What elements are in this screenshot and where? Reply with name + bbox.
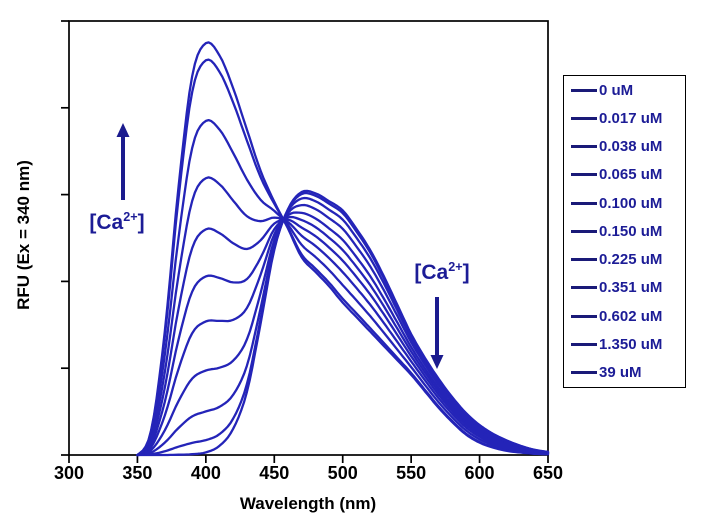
legend-item-label: 0.351 uM (599, 279, 663, 297)
legend-line-swatch (571, 88, 597, 92)
x-axis-title: Wavelength (nm) (239, 494, 377, 513)
legend-line-swatch (571, 145, 597, 149)
series-line (136, 215, 550, 457)
legend-line-swatch (571, 116, 597, 120)
x-tick-label: 450 (259, 463, 290, 483)
annotation-text: ] (137, 211, 145, 234)
series-line (136, 41, 550, 457)
legend-item: 0.602 uM (571, 307, 685, 325)
legend-line-swatch (571, 229, 597, 233)
up-arrow-icon (116, 123, 130, 200)
legend: 0 uM 0.017 uM 0.038 uM 0.065 uM 0.100 uM 0.15… (563, 75, 686, 388)
legend-item-label: 0.038 uM (599, 138, 663, 156)
legend-line-swatch (571, 314, 597, 318)
legend-item: 39 uM (571, 364, 685, 382)
series-line (136, 176, 550, 457)
x-tick-label: 500 (327, 463, 358, 483)
legend-item: 1.350 uM (571, 336, 685, 354)
legend-item: 0.017 uM (571, 109, 685, 127)
x-tick-label: 400 (190, 463, 221, 483)
annotation-superscript: 2+ (448, 260, 463, 274)
legend-item: 0.100 uM (571, 194, 685, 212)
annotation-text: [Ca (89, 211, 124, 234)
series-line (136, 58, 550, 457)
legend-line-swatch (571, 173, 597, 177)
x-tick-label: 650 (532, 463, 564, 483)
legend-item: 0.351 uM (571, 279, 685, 297)
legend-item-label: 0.017 uM (599, 109, 663, 127)
series-line (136, 203, 550, 457)
legend-item-label: 0.225 uM (599, 251, 663, 269)
legend-item-label: 0.065 uM (599, 166, 663, 184)
x-tick-label: 550 (396, 463, 427, 483)
x-tick-label: 600 (464, 463, 495, 483)
annotation-text: [Ca (414, 261, 449, 284)
series-line (136, 118, 550, 457)
series-line (136, 218, 550, 457)
x-tick-label: 300 (53, 463, 85, 483)
legend-item: 0.038 uM (571, 138, 685, 156)
legend-item-label: 0 uM (599, 81, 634, 99)
legend-item: 0.225 uM (571, 251, 685, 269)
series-line (136, 211, 550, 457)
annotation-ca-increase: [Ca2+] (89, 210, 144, 235)
legend-line-swatch (571, 371, 597, 375)
y-axis-title: RFU (Ex = 340 nm) (14, 160, 33, 310)
legend-item-label: 39 uM (599, 364, 642, 382)
legend-line-swatch (571, 201, 597, 205)
legend-item-label: 0.602 uM (599, 307, 663, 325)
legend-item-label: 0.100 uM (599, 194, 663, 212)
x-tick-label: 350 (122, 463, 153, 483)
legend-item: 0.150 uM (571, 222, 685, 240)
legend-item-label: 1.350 uM (599, 336, 663, 354)
plot-frame (68, 20, 549, 456)
annotation-superscript: 2+ (123, 210, 138, 224)
series-line (136, 196, 550, 457)
legend-item: 0.065 uM (571, 166, 685, 184)
down-arrow-icon (430, 297, 444, 369)
legend-line-swatch (571, 343, 597, 347)
legend-line-swatch (571, 286, 597, 290)
legend-item: 0 uM (571, 81, 685, 99)
annotation-ca-decrease: [Ca2+] (414, 260, 469, 285)
annotation-text: ] (462, 261, 470, 284)
legend-item-label: 0.150 uM (599, 222, 663, 240)
legend-line-swatch (571, 258, 597, 262)
